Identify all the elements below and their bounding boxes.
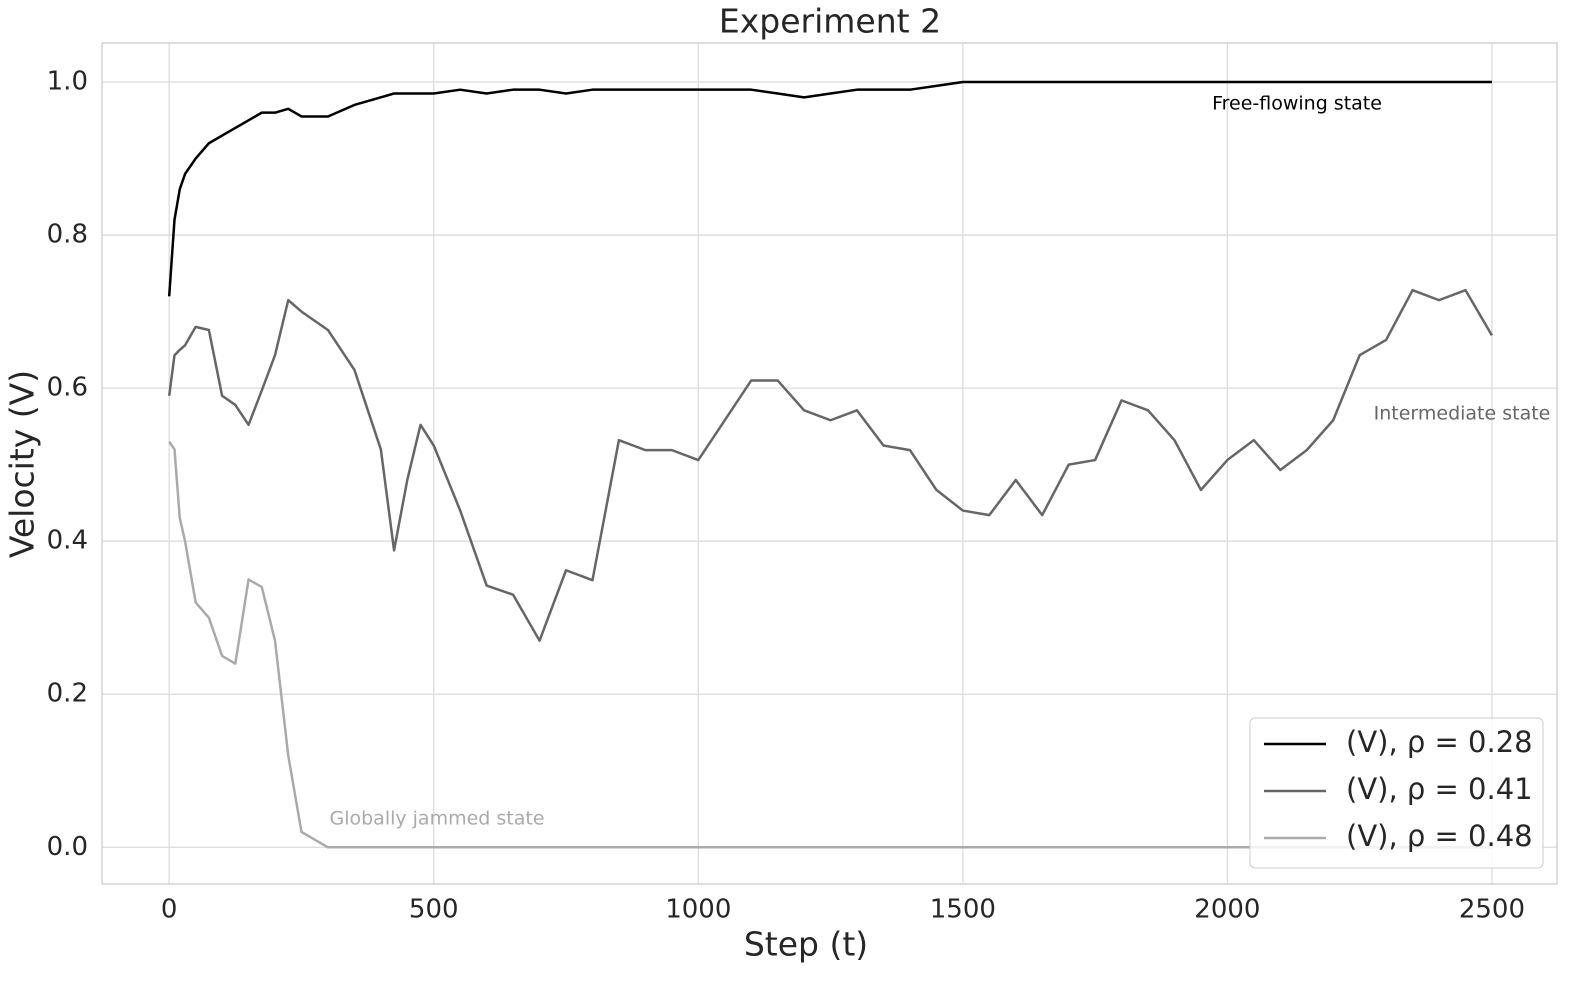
legend-box [1249,717,1544,869]
annotation: Free-flowing state [1212,93,1382,115]
legend-label: (V), ρ = 0.41 [1346,772,1533,806]
legend-label: (V), ρ = 0.48 [1346,819,1533,853]
y-axis-label: Velocity (V) [3,370,42,558]
plot-frame [101,42,1558,885]
x-tick-label: 0 [161,895,178,925]
annotation: Globally jammed state [329,808,544,830]
y-tick-label: 0.0 [47,832,88,862]
y-tick-label: 1.0 [47,67,88,97]
data-line [167,288,1493,642]
legend-label: (V), ρ = 0.28 [1346,725,1533,759]
x-tick-label: 2000 [1194,895,1260,925]
y-tick-label: 0.8 [47,220,88,250]
y-tick-label: 0.6 [47,373,88,403]
annotation: Intermediate state [1374,403,1551,425]
y-tick-label: 0.4 [47,526,88,556]
data-line [168,440,1492,849]
y-tick-label: 0.2 [47,679,88,709]
x-tick-label: 500 [409,895,459,925]
x-tick-label: 1500 [930,895,996,925]
x-tick-label: 1000 [665,895,731,925]
x-axis-label: Step (t) [744,925,868,964]
chart-title: Experiment 2 [719,2,941,41]
x-tick-label: 2500 [1459,895,1525,925]
data-line [167,80,1492,297]
